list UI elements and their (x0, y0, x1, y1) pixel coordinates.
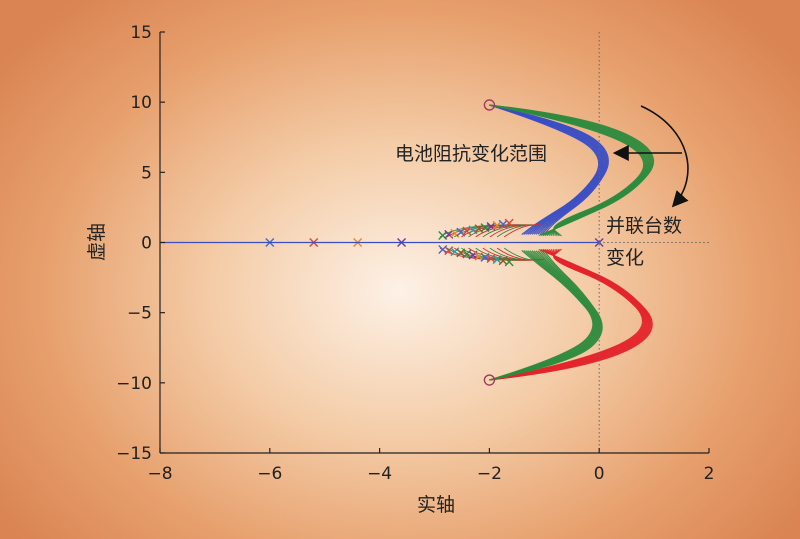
y-tick-label: 0 (141, 234, 152, 254)
locus-curve (489, 250, 595, 381)
locus-curve (489, 250, 597, 381)
locus-curve (489, 104, 645, 237)
parallel-count-annotation-line1: 并联台数 (606, 215, 682, 237)
locus-curve (489, 104, 608, 235)
locus-curve (489, 250, 602, 381)
locus-curve (489, 104, 600, 236)
locus-curve (489, 104, 608, 235)
y-axis-title: 虚轴 (86, 223, 108, 261)
y-tick-label: 10 (130, 93, 152, 113)
locus-curve (489, 104, 604, 235)
locus-curve (489, 250, 600, 381)
locus-curve (489, 104, 607, 235)
y-tick-label: 15 (130, 23, 152, 43)
locus-curve (489, 248, 653, 381)
curved-arrow (640, 105, 689, 208)
x-tick-label: 2 (704, 464, 715, 484)
y-tick-label: −15 (116, 444, 152, 464)
ticks: −8 −6 −4 −2 0 2 −15 −10 −5 0 5 10 15 (116, 23, 714, 484)
pole-cross (504, 257, 514, 267)
x-tick-label: −4 (367, 464, 392, 484)
y-tick-label: −10 (116, 374, 152, 394)
zero-circle (483, 374, 496, 386)
branch-curve (503, 247, 545, 261)
x-tick-label: −2 (477, 464, 502, 484)
locus-curve (489, 104, 605, 235)
locus-curve (489, 104, 609, 235)
locus-curve (489, 250, 601, 381)
locus-curve (489, 104, 606, 235)
y-tick-label: −5 (127, 304, 152, 324)
locus-curves (439, 104, 654, 381)
axes (159, 32, 709, 454)
zero-markers (483, 99, 496, 386)
zero-circle (483, 99, 496, 111)
y-tick-label: 5 (141, 163, 152, 183)
locus-curve (489, 104, 603, 235)
parallel-count-annotation-line2: 变化 (606, 247, 644, 269)
locus-curve (489, 104, 602, 235)
locus-curve (489, 250, 598, 381)
pole-cross (504, 218, 514, 228)
locus-curve (489, 248, 644, 381)
locus-curve (489, 249, 594, 381)
x-tick-label: 0 (594, 464, 605, 484)
locus-curve (489, 104, 601, 235)
x-tick-label: −6 (257, 464, 282, 484)
locus-curve (489, 249, 652, 381)
locus-curve (489, 250, 603, 381)
impedance-range-annotation: 电池阻抗变化范围 (395, 143, 547, 165)
branch-curve (503, 224, 545, 238)
x-axis-title: 实轴 (417, 494, 455, 516)
x-tick-label: −8 (147, 464, 172, 484)
locus-curve (489, 104, 601, 235)
